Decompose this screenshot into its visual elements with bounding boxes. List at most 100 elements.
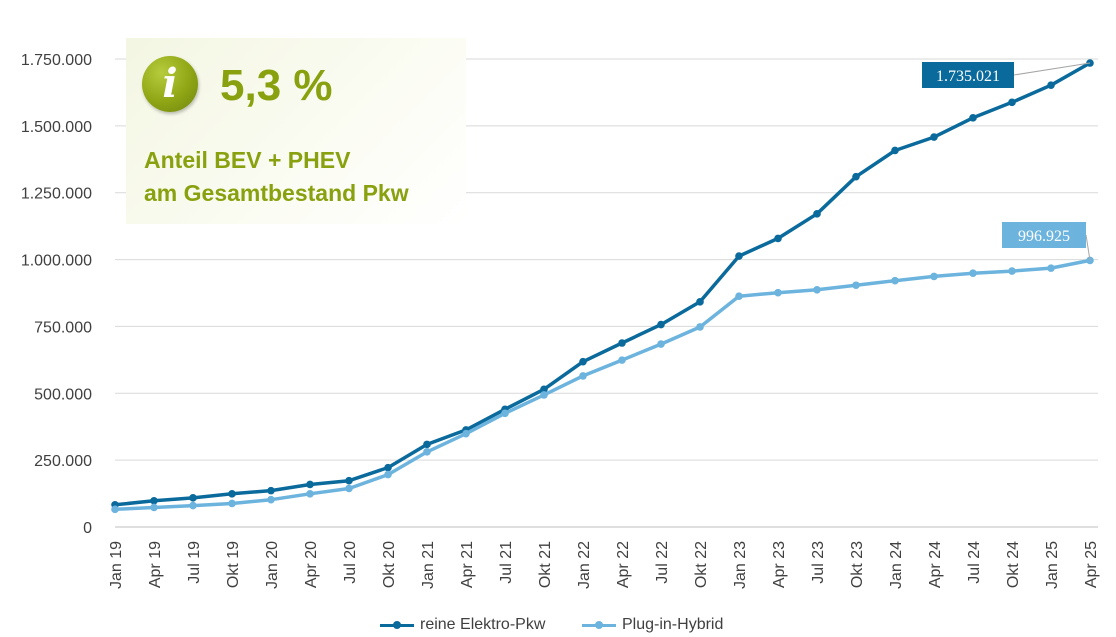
x-tick-label: Jan 22 — [576, 541, 593, 589]
data-point — [189, 501, 197, 510]
data-point — [111, 505, 119, 514]
data-point — [267, 486, 275, 495]
data-point — [189, 494, 197, 502]
x-tick-label: Apr 20 — [303, 541, 320, 588]
data-point — [423, 440, 431, 449]
data-point — [384, 470, 392, 479]
y-tick-label: 1.500.000 — [21, 119, 92, 136]
x-tick-label: Jan 23 — [732, 541, 749, 589]
data-point — [774, 234, 782, 243]
x-tick-label: Okt 19 — [225, 541, 242, 588]
data-point — [735, 292, 743, 301]
data-point — [969, 269, 977, 278]
series-line-0 — [114, 61, 1091, 507]
y-tick-label: 750.000 — [34, 319, 92, 336]
info-icon: i — [142, 56, 198, 112]
x-tick-label: Okt 22 — [693, 541, 710, 588]
data-point — [1008, 267, 1016, 275]
data-point — [345, 476, 353, 485]
data-point — [774, 288, 782, 297]
x-tick-label: Okt 21 — [537, 541, 554, 588]
data-point — [657, 320, 665, 329]
legend-swatch-phev — [582, 620, 616, 629]
x-tick-label: Okt 23 — [849, 541, 866, 588]
x-tick-label: Apr 22 — [615, 541, 632, 588]
share-description: Anteil BEV + PHEV am Gesamtbestand Pkw — [144, 144, 409, 210]
x-tick-label: Jul 20 — [342, 541, 359, 584]
x-tick-label: Apr 25 — [1083, 541, 1100, 588]
data-point — [228, 499, 236, 508]
data-point — [969, 114, 977, 122]
data-point — [696, 323, 704, 331]
y-tick-label: 1.250.000 — [21, 186, 92, 203]
data-point — [891, 276, 899, 285]
data-point — [579, 372, 587, 380]
data-point — [930, 133, 938, 141]
data-point — [423, 448, 431, 456]
annotation-box — [922, 62, 1014, 88]
data-point — [618, 339, 626, 347]
data-point — [735, 252, 743, 260]
share-value: 5,3 % — [220, 61, 333, 110]
data-point — [150, 503, 158, 512]
y-tick-label: 250.000 — [34, 453, 92, 470]
x-tick-label: Jul 23 — [810, 541, 827, 584]
data-point — [579, 357, 587, 366]
data-point — [306, 480, 314, 489]
annotation-leader — [1013, 62, 1091, 76]
legend-swatch-bev — [380, 620, 414, 629]
data-point — [1086, 256, 1094, 265]
data-point — [306, 490, 314, 498]
data-point — [501, 409, 509, 418]
data-point — [1047, 264, 1055, 272]
x-tick-label: Okt 20 — [381, 541, 398, 588]
x-tick-label: Jan 21 — [420, 541, 437, 589]
series-line-1 — [114, 258, 1091, 512]
legend-label-phev: Plug-in-Hybrid — [622, 616, 724, 633]
x-tick-label: Jan 25 — [1044, 541, 1061, 589]
info-box: i 5,3 % Anteil BEV + PHEV am Gesamtbesta… — [126, 38, 466, 224]
data-point — [1008, 98, 1016, 107]
legend-item-phev: Plug-in-Hybrid — [582, 614, 723, 636]
legend-item-bev: reine Elektro-Pkw — [380, 614, 545, 636]
x-tick-label: Jul 22 — [654, 541, 671, 584]
y-tick-label: 0 — [83, 520, 92, 537]
data-point — [813, 210, 821, 218]
data-point — [930, 272, 938, 281]
annotation-box — [1002, 222, 1086, 248]
x-tick-label: Jul 21 — [498, 541, 515, 584]
annotation-leader — [1085, 234, 1091, 261]
data-point — [696, 298, 704, 306]
data-point — [150, 496, 158, 505]
data-point — [618, 356, 626, 364]
x-tick-label: Apr 24 — [927, 541, 944, 588]
data-point — [852, 281, 860, 290]
x-tick-label: Okt 24 — [1005, 541, 1022, 588]
data-point — [1047, 81, 1055, 90]
data-point — [267, 495, 275, 504]
x-tick-label: Jan 24 — [888, 541, 905, 589]
annotation-label: 1.735.021 — [936, 68, 1000, 85]
x-tick-label: Jul 19 — [186, 541, 203, 584]
x-tick-label: Apr 21 — [459, 541, 476, 588]
legend: reine Elektro-Pkw Plug-in-Hybrid — [0, 614, 1116, 636]
data-point — [384, 463, 392, 472]
data-point — [540, 391, 548, 399]
data-point — [891, 146, 899, 155]
legend-label-bev: reine Elektro-Pkw — [420, 616, 546, 633]
share-description-line-1: Anteil BEV + PHEV — [144, 147, 351, 173]
data-point — [657, 340, 665, 348]
share-description-line-2: am Gesamtbestand Pkw — [144, 180, 409, 206]
data-point — [540, 385, 548, 394]
annotation-label: 996.925 — [1018, 228, 1070, 245]
y-tick-label: 1.000.000 — [21, 253, 92, 270]
x-tick-label: Jan 20 — [264, 541, 281, 589]
data-point — [462, 429, 470, 438]
data-point — [345, 484, 353, 493]
x-tick-label: Apr 23 — [771, 541, 788, 588]
data-point — [813, 285, 821, 294]
y-tick-label: 1.750.000 — [21, 52, 92, 69]
x-tick-label: Jul 24 — [966, 541, 983, 584]
x-tick-label: Jan 19 — [108, 541, 125, 589]
